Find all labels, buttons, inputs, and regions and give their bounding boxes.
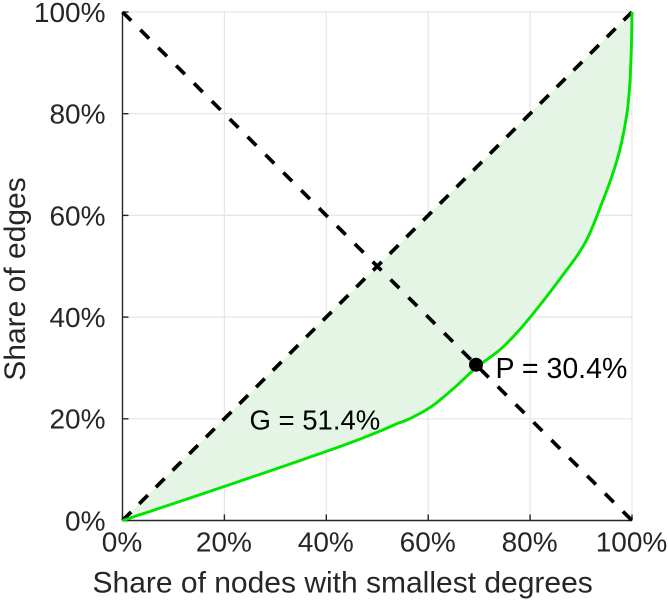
svg-text:20%: 20%: [196, 527, 252, 558]
svg-text:20%: 20%: [49, 404, 105, 435]
svg-text:P = 30.4%: P = 30.4%: [496, 353, 628, 385]
svg-text:Share of nodes with smallest d: Share of nodes with smallest degrees: [93, 567, 593, 600]
svg-text:60%: 60%: [400, 527, 456, 558]
svg-text:100%: 100%: [34, 0, 106, 28]
svg-text:80%: 80%: [502, 527, 558, 558]
svg-text:0%: 0%: [65, 505, 105, 536]
svg-text:Share of edges: Share of edges: [0, 177, 32, 380]
svg-text:40%: 40%: [49, 302, 105, 333]
svg-text:G = 51.4%: G = 51.4%: [250, 404, 381, 435]
svg-text:100%: 100%: [596, 527, 668, 558]
svg-text:0%: 0%: [102, 527, 142, 558]
svg-text:80%: 80%: [49, 99, 105, 130]
svg-text:60%: 60%: [49, 200, 105, 231]
svg-text:40%: 40%: [298, 527, 354, 558]
